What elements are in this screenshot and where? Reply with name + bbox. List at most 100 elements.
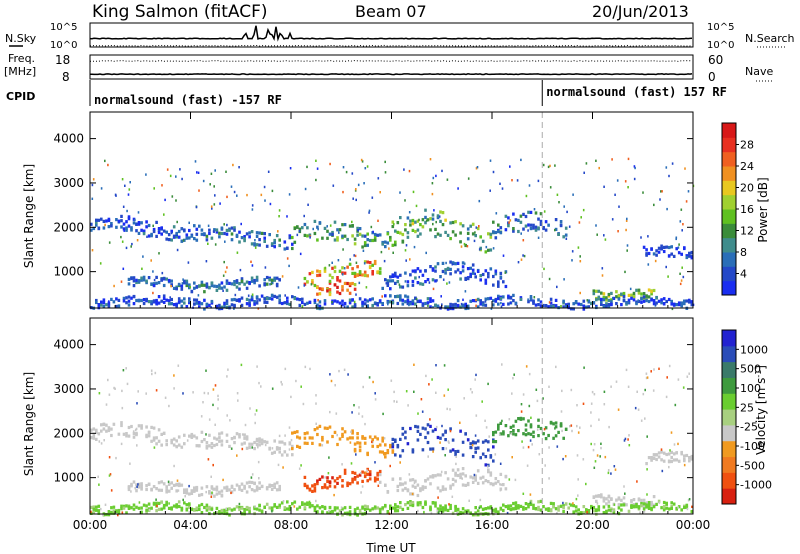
echo-cell bbox=[680, 303, 683, 307]
echo-cell bbox=[122, 227, 126, 231]
echo-cell bbox=[522, 254, 524, 257]
echo-cell bbox=[190, 234, 194, 238]
echo-cell bbox=[677, 506, 679, 509]
echo-cell bbox=[176, 479, 179, 482]
echo-cell bbox=[283, 507, 287, 511]
echo-cell bbox=[665, 265, 667, 269]
echo-cell bbox=[343, 368, 346, 371]
echo-cell bbox=[385, 282, 388, 285]
echo-cell bbox=[376, 437, 379, 441]
echo-cell bbox=[575, 497, 578, 501]
echo-cell bbox=[399, 461, 401, 464]
echo-cell bbox=[366, 472, 369, 476]
echo-cell bbox=[152, 436, 156, 440]
echo-cell bbox=[134, 433, 137, 436]
echo-cell bbox=[681, 266, 683, 269]
echo-cell bbox=[668, 465, 670, 469]
echo-cell bbox=[640, 300, 643, 304]
echo-cell bbox=[150, 369, 153, 372]
echo-cell bbox=[564, 502, 568, 506]
echo-cell bbox=[192, 391, 194, 394]
echo-cell bbox=[193, 281, 196, 285]
echo-cell bbox=[608, 425, 610, 429]
echo-cell bbox=[278, 294, 281, 298]
echo-cell bbox=[105, 429, 108, 433]
echo-cell bbox=[157, 488, 161, 492]
echo-cell bbox=[655, 249, 658, 253]
echo-cell bbox=[489, 189, 491, 192]
echo-cell bbox=[381, 439, 384, 443]
echo-cell bbox=[316, 482, 319, 486]
echo-cell bbox=[394, 509, 397, 513]
echo-cell bbox=[597, 289, 601, 293]
echo-cell bbox=[220, 439, 224, 443]
echo-cell bbox=[449, 272, 452, 276]
echo-cell bbox=[557, 430, 560, 434]
echo-cell bbox=[429, 418, 431, 421]
echo-cell bbox=[642, 507, 646, 511]
echo-cell bbox=[583, 366, 585, 369]
echo-cell bbox=[528, 404, 531, 408]
echo-cell bbox=[188, 236, 191, 240]
echo-cell bbox=[361, 506, 364, 510]
echo-cell bbox=[620, 503, 623, 507]
echo-cell bbox=[555, 365, 557, 369]
echo-cell bbox=[666, 207, 668, 211]
echo-cell bbox=[218, 307, 221, 311]
echo-cell bbox=[351, 271, 354, 275]
echo-cell bbox=[627, 301, 630, 304]
echo-cell bbox=[145, 425, 148, 429]
echo-cell bbox=[275, 284, 279, 288]
echo-cell bbox=[309, 236, 311, 239]
echo-cell bbox=[383, 259, 386, 263]
echo-cell bbox=[451, 483, 455, 487]
echo-cell bbox=[534, 507, 538, 511]
echo-cell bbox=[151, 372, 153, 376]
echo-cell bbox=[479, 299, 482, 303]
echo-cell bbox=[348, 301, 352, 305]
echo-cell bbox=[195, 436, 199, 440]
echo-cell bbox=[672, 452, 676, 456]
echo-cell bbox=[605, 304, 608, 308]
colorbar-segment bbox=[722, 194, 736, 210]
echo-cell bbox=[548, 277, 551, 281]
echo-cell bbox=[268, 506, 271, 510]
echo-cell bbox=[167, 238, 171, 242]
echo-cell bbox=[439, 275, 442, 279]
echo-cell bbox=[384, 455, 387, 459]
echo-cell bbox=[507, 224, 510, 228]
echo-cell bbox=[414, 479, 417, 483]
echo-cell bbox=[502, 295, 505, 299]
echo-cell bbox=[366, 274, 369, 278]
echo-cell bbox=[223, 223, 225, 226]
echo-cell bbox=[481, 481, 485, 485]
echo-cell bbox=[240, 303, 244, 307]
echo-cell bbox=[208, 490, 211, 494]
echo-cell bbox=[135, 229, 138, 233]
echo-cell bbox=[556, 445, 559, 448]
echo-cell bbox=[373, 236, 377, 240]
echo-cell bbox=[384, 503, 387, 508]
echo-cell bbox=[557, 232, 560, 236]
echo-cell bbox=[257, 460, 260, 464]
echo-cell bbox=[602, 295, 606, 299]
echo-cell bbox=[371, 263, 374, 267]
echo-cell bbox=[396, 230, 400, 234]
echo-cell bbox=[520, 158, 522, 162]
echo-cell bbox=[121, 240, 124, 243]
echo-cell bbox=[225, 288, 229, 292]
echo-cell bbox=[469, 272, 472, 276]
echo-cell bbox=[537, 303, 540, 307]
echo-cell bbox=[243, 484, 246, 488]
echo-cell bbox=[258, 504, 261, 508]
echo-cell bbox=[492, 299, 495, 303]
echo-cell bbox=[300, 385, 302, 388]
echo-cell bbox=[519, 504, 523, 508]
echo-cell bbox=[208, 433, 211, 437]
echo-cell bbox=[658, 367, 660, 370]
echo-cell bbox=[461, 507, 465, 511]
echo-cell bbox=[356, 441, 359, 445]
echo-cell bbox=[646, 493, 648, 496]
colorbar-segment bbox=[722, 180, 736, 196]
echo-cell bbox=[104, 223, 106, 227]
